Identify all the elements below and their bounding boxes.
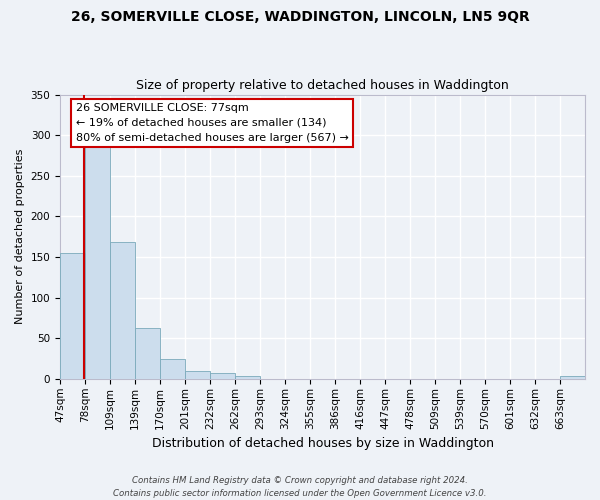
- Y-axis label: Number of detached properties: Number of detached properties: [15, 149, 25, 324]
- Bar: [185, 371, 210, 379]
- Bar: [235, 376, 260, 379]
- Bar: [135, 328, 160, 379]
- Bar: [60, 253, 85, 379]
- Bar: [110, 242, 135, 379]
- Bar: [560, 376, 585, 379]
- Text: Contains HM Land Registry data © Crown copyright and database right 2024.
Contai: Contains HM Land Registry data © Crown c…: [113, 476, 487, 498]
- Text: 26, SOMERVILLE CLOSE, WADDINGTON, LINCOLN, LN5 9QR: 26, SOMERVILLE CLOSE, WADDINGTON, LINCOL…: [71, 10, 529, 24]
- Bar: [210, 373, 235, 379]
- Text: 26 SOMERVILLE CLOSE: 77sqm
← 19% of detached houses are smaller (134)
80% of sem: 26 SOMERVILLE CLOSE: 77sqm ← 19% of deta…: [76, 103, 349, 142]
- Bar: [160, 360, 185, 379]
- Bar: [85, 146, 110, 379]
- X-axis label: Distribution of detached houses by size in Waddington: Distribution of detached houses by size …: [152, 437, 494, 450]
- Title: Size of property relative to detached houses in Waddington: Size of property relative to detached ho…: [136, 79, 509, 92]
